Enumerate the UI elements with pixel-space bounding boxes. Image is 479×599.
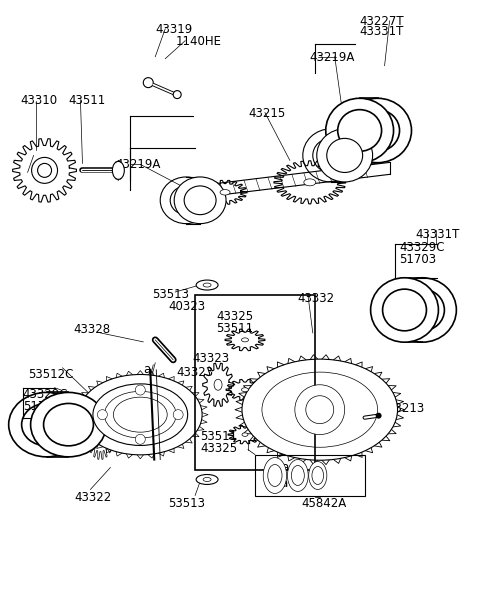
Polygon shape <box>193 162 389 198</box>
Text: 43329C: 43329C <box>23 388 68 401</box>
Text: 53511: 53511 <box>216 322 253 335</box>
Text: 43219A: 43219A <box>115 158 161 171</box>
Ellipse shape <box>93 384 188 446</box>
Polygon shape <box>85 400 115 459</box>
Ellipse shape <box>304 179 316 186</box>
Text: a: a <box>143 363 150 376</box>
Ellipse shape <box>287 459 308 491</box>
Ellipse shape <box>317 129 373 182</box>
Text: 51703: 51703 <box>23 400 60 413</box>
Ellipse shape <box>338 110 382 152</box>
Polygon shape <box>203 363 233 406</box>
Text: 43331T: 43331T <box>360 25 404 38</box>
Ellipse shape <box>312 467 324 485</box>
Text: 43310: 43310 <box>21 93 58 107</box>
Circle shape <box>173 410 183 420</box>
Text: 43319: 43319 <box>155 23 193 36</box>
Text: 43329C: 43329C <box>399 241 445 254</box>
Ellipse shape <box>31 392 106 457</box>
Circle shape <box>135 434 145 444</box>
Ellipse shape <box>262 372 377 447</box>
Text: 43328: 43328 <box>73 323 111 336</box>
Ellipse shape <box>184 186 216 214</box>
Ellipse shape <box>104 391 176 438</box>
Text: 43215: 43215 <box>248 107 285 120</box>
Text: 40323: 40323 <box>168 300 205 313</box>
Bar <box>255 455 365 497</box>
Ellipse shape <box>327 138 363 173</box>
Ellipse shape <box>203 283 211 287</box>
Polygon shape <box>114 161 123 180</box>
Ellipse shape <box>242 433 248 436</box>
Circle shape <box>32 158 57 183</box>
Bar <box>195 295 315 470</box>
Text: 43227T: 43227T <box>360 15 404 28</box>
Ellipse shape <box>268 464 282 486</box>
Ellipse shape <box>383 289 426 331</box>
Polygon shape <box>203 180 247 204</box>
Ellipse shape <box>196 474 218 485</box>
Text: 43331T: 43331T <box>415 228 460 241</box>
Text: 43325: 43325 <box>200 441 237 455</box>
Ellipse shape <box>174 177 226 223</box>
Text: 43325: 43325 <box>216 310 253 323</box>
Text: 43323: 43323 <box>176 366 213 379</box>
Ellipse shape <box>214 379 222 390</box>
Ellipse shape <box>196 280 218 290</box>
Text: a: a <box>268 470 275 483</box>
Text: 53513: 53513 <box>168 497 205 510</box>
Ellipse shape <box>203 477 211 482</box>
Circle shape <box>97 410 107 420</box>
Polygon shape <box>226 379 264 400</box>
Text: 53513: 53513 <box>152 288 189 301</box>
Text: a: a <box>280 477 287 491</box>
Text: a: a <box>281 461 288 474</box>
Polygon shape <box>274 161 346 204</box>
Text: 1140HE: 1140HE <box>175 35 221 48</box>
Ellipse shape <box>308 461 327 489</box>
Polygon shape <box>225 329 265 350</box>
Ellipse shape <box>371 278 438 342</box>
Ellipse shape <box>291 465 304 485</box>
Ellipse shape <box>241 338 249 342</box>
Circle shape <box>306 396 334 423</box>
Text: 43322: 43322 <box>74 491 112 504</box>
Text: 43219A: 43219A <box>310 51 355 63</box>
Polygon shape <box>228 425 262 444</box>
Ellipse shape <box>114 397 167 432</box>
Circle shape <box>376 413 382 419</box>
Circle shape <box>143 78 153 87</box>
Text: 53511: 53511 <box>200 429 237 443</box>
Text: 53512C: 53512C <box>29 368 74 381</box>
Text: 43213: 43213 <box>388 402 425 415</box>
Text: 43511: 43511 <box>68 93 106 107</box>
Circle shape <box>295 385 345 435</box>
Circle shape <box>173 90 181 99</box>
Text: 43332: 43332 <box>298 292 335 305</box>
Ellipse shape <box>263 458 286 494</box>
Text: 43323: 43323 <box>192 352 229 365</box>
Ellipse shape <box>44 404 93 446</box>
Text: 45842A: 45842A <box>302 497 347 510</box>
Circle shape <box>37 164 52 177</box>
Ellipse shape <box>220 189 230 195</box>
Ellipse shape <box>242 359 398 460</box>
Text: a: a <box>278 444 285 458</box>
Polygon shape <box>12 138 77 202</box>
Ellipse shape <box>326 98 394 163</box>
Text: a: a <box>292 470 299 483</box>
Ellipse shape <box>79 374 202 455</box>
Ellipse shape <box>113 161 125 179</box>
Text: 51703: 51703 <box>399 253 437 266</box>
Ellipse shape <box>241 388 249 392</box>
Circle shape <box>135 385 145 395</box>
